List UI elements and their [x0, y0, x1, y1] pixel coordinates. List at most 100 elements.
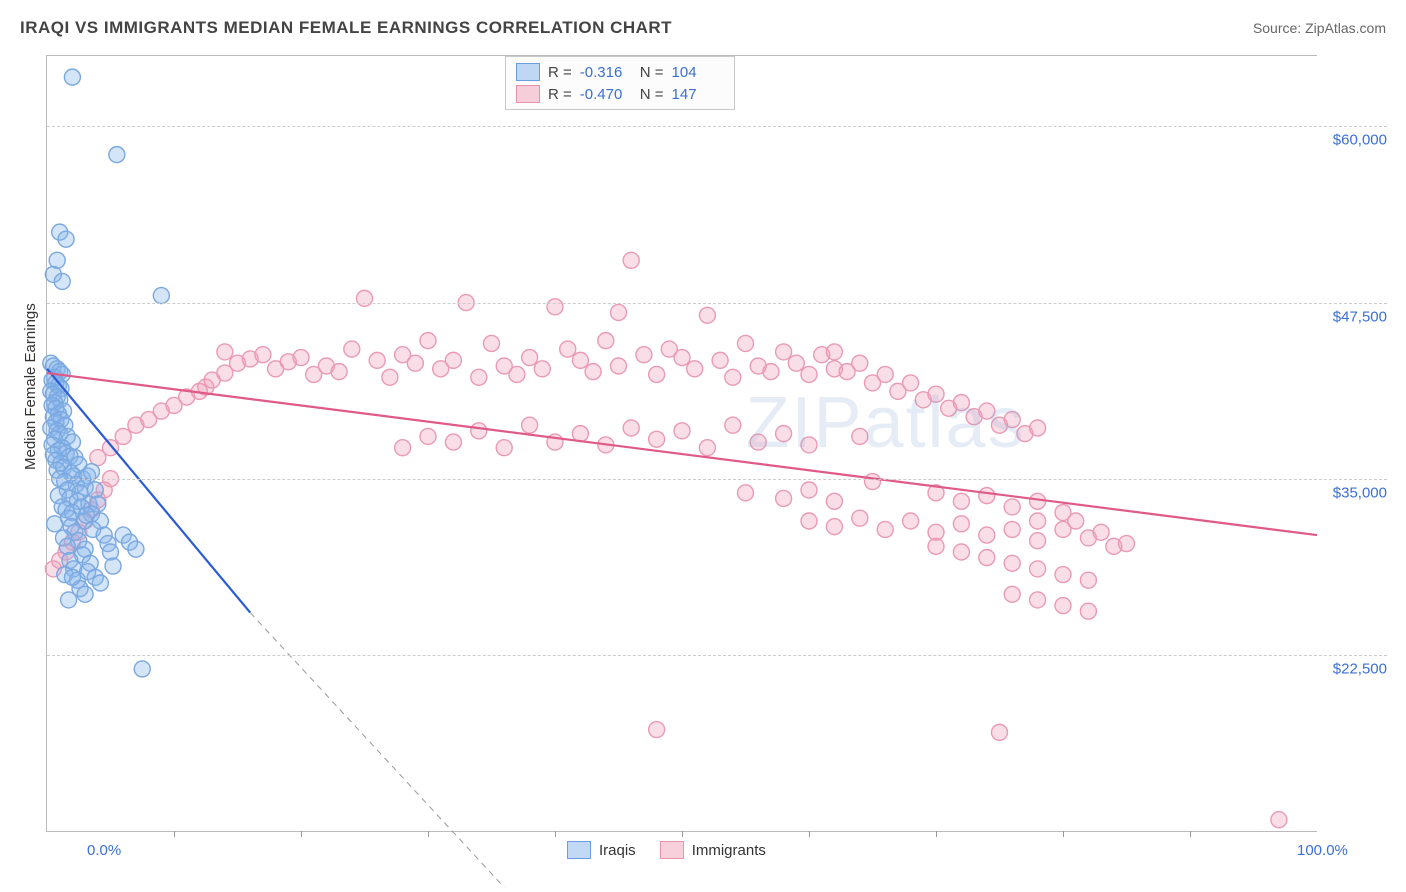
swatch-immigrants-icon: [660, 841, 684, 859]
swatch-immigrants-icon: [516, 85, 540, 103]
data-point: [105, 558, 121, 574]
data-point: [293, 350, 309, 366]
data-point: [1119, 536, 1135, 552]
data-point: [611, 358, 627, 374]
data-point: [1055, 567, 1071, 583]
data-point: [852, 355, 868, 371]
stat-r-label: R =: [548, 86, 572, 103]
data-point: [484, 335, 500, 351]
data-point: [928, 538, 944, 554]
data-point: [64, 569, 80, 585]
legend-label-iraqis: Iraqis: [599, 842, 636, 859]
data-point: [1004, 555, 1020, 571]
data-point: [725, 369, 741, 385]
x-tick: [428, 831, 429, 837]
grid-line: [47, 126, 1387, 127]
data-point: [509, 366, 525, 382]
data-point: [420, 333, 436, 349]
data-point: [445, 434, 461, 450]
data-point: [877, 366, 893, 382]
y-tick-label: $60,000: [1325, 132, 1387, 149]
data-point: [471, 369, 487, 385]
data-point: [534, 361, 550, 377]
data-point: [979, 550, 995, 566]
data-point: [109, 147, 125, 163]
data-point: [979, 527, 995, 543]
data-point: [776, 344, 792, 360]
data-point: [1004, 521, 1020, 537]
data-point: [738, 335, 754, 351]
x-axis-min-label: 0.0%: [87, 842, 121, 859]
data-point: [1271, 812, 1287, 828]
data-point: [826, 493, 842, 509]
legend-item-iraqis: Iraqis: [567, 841, 636, 859]
chart-title: IRAQI VS IMMIGRANTS MEDIAN FEMALE EARNIN…: [20, 18, 672, 38]
data-point: [369, 352, 385, 368]
chart-plot-area: ZIPatlas R = -0.316 N = 104 R = -0.470 N…: [46, 55, 1317, 832]
data-point: [572, 352, 588, 368]
data-point: [496, 440, 512, 456]
data-point: [420, 428, 436, 444]
x-tick: [1190, 831, 1191, 837]
data-point: [826, 344, 842, 360]
data-point: [344, 341, 360, 357]
data-point: [903, 375, 919, 391]
swatch-iraqis-icon: [567, 841, 591, 859]
chart-header: IRAQI VS IMMIGRANTS MEDIAN FEMALE EARNIN…: [20, 18, 1386, 38]
data-point: [1030, 493, 1046, 509]
data-point: [852, 428, 868, 444]
data-point: [1030, 561, 1046, 577]
data-point: [852, 510, 868, 526]
data-point: [712, 352, 728, 368]
data-point: [128, 541, 144, 557]
data-point: [979, 403, 995, 419]
data-point: [877, 521, 893, 537]
data-point: [77, 586, 93, 602]
data-point: [1068, 513, 1084, 529]
data-point: [801, 437, 817, 453]
data-point: [585, 364, 601, 380]
data-point: [1055, 598, 1071, 614]
y-tick-label: $35,000: [1325, 484, 1387, 501]
data-point: [801, 513, 817, 529]
data-point: [865, 474, 881, 490]
data-point: [83, 464, 99, 480]
data-point: [471, 423, 487, 439]
bottom-legend: Iraqis Immigrants: [567, 841, 766, 859]
data-point: [750, 434, 766, 450]
data-point: [738, 485, 754, 501]
data-point: [699, 307, 715, 323]
legend-label-immigrants: Immigrants: [692, 842, 766, 859]
stats-row-immigrants: R = -0.470 N = 147: [516, 83, 724, 105]
x-tick: [809, 831, 810, 837]
data-point: [776, 490, 792, 506]
data-point: [64, 69, 80, 85]
data-point: [623, 252, 639, 268]
chart-svg: [47, 56, 1317, 831]
stat-n-label: N =: [640, 86, 664, 103]
data-point: [92, 575, 108, 591]
data-point: [992, 724, 1008, 740]
data-point: [103, 544, 119, 560]
data-point: [522, 350, 538, 366]
data-point: [58, 231, 74, 247]
data-point: [903, 513, 919, 529]
data-point: [445, 352, 461, 368]
stat-r-iraqis: -0.316: [580, 64, 632, 81]
data-point: [674, 423, 690, 439]
data-point: [61, 592, 77, 608]
data-point: [674, 350, 690, 366]
grid-line: [47, 655, 1387, 656]
data-point: [217, 344, 233, 360]
data-point: [979, 488, 995, 504]
data-point: [1004, 499, 1020, 515]
data-point: [115, 428, 131, 444]
stat-r-label: R =: [548, 64, 572, 81]
data-point: [560, 341, 576, 357]
data-point: [649, 431, 665, 447]
data-point: [649, 366, 665, 382]
data-point: [572, 426, 588, 442]
data-point: [407, 355, 423, 371]
data-point: [1080, 603, 1096, 619]
data-point: [1004, 586, 1020, 602]
